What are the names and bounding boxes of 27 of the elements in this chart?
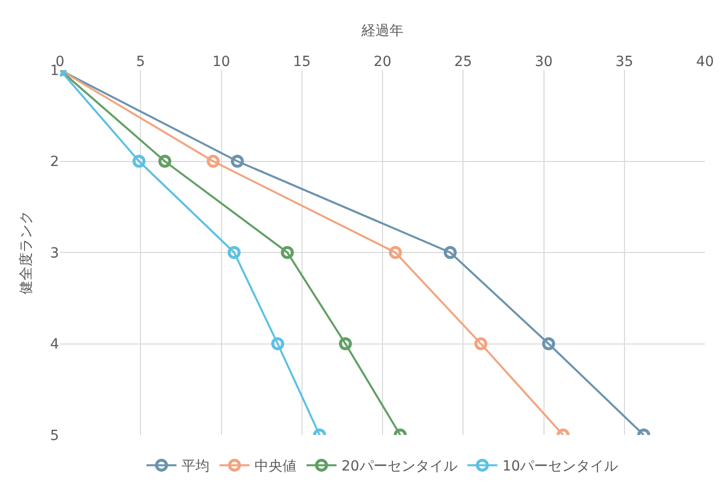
y-tick-label: 3	[50, 245, 59, 262]
legend-label: 中央値	[254, 458, 296, 475]
legend-label: 10パーセンタイル	[502, 458, 618, 475]
x-axis-title: 経過年	[360, 22, 404, 39]
y-tick-label: 2	[50, 154, 59, 170]
x-tick-label: 30	[534, 54, 553, 70]
x-tick-label: 25	[454, 54, 472, 70]
x-tick-label: 40	[696, 54, 714, 70]
point	[228, 246, 241, 259]
y-axis-title: 健全度ランク	[18, 210, 35, 294]
point	[230, 154, 244, 168]
point	[132, 154, 146, 168]
point	[444, 246, 457, 259]
x-tick-label: 35	[615, 54, 634, 70]
x-tick-label: 5	[136, 54, 146, 70]
x-tick-label: 10	[212, 54, 230, 70]
legend-label: 平均	[182, 458, 210, 475]
y-tick-label: 5	[50, 428, 59, 444]
point	[388, 246, 402, 259]
point	[158, 154, 172, 168]
x-tick-label: 20	[374, 54, 392, 70]
legend-label: 20パーセンタイル	[342, 458, 458, 475]
x-tick-label: 15	[292, 54, 311, 70]
point	[206, 154, 220, 168]
x-tick-label: 0	[56, 54, 64, 70]
point	[280, 246, 294, 259]
y-tick-label: 4	[50, 336, 60, 353]
